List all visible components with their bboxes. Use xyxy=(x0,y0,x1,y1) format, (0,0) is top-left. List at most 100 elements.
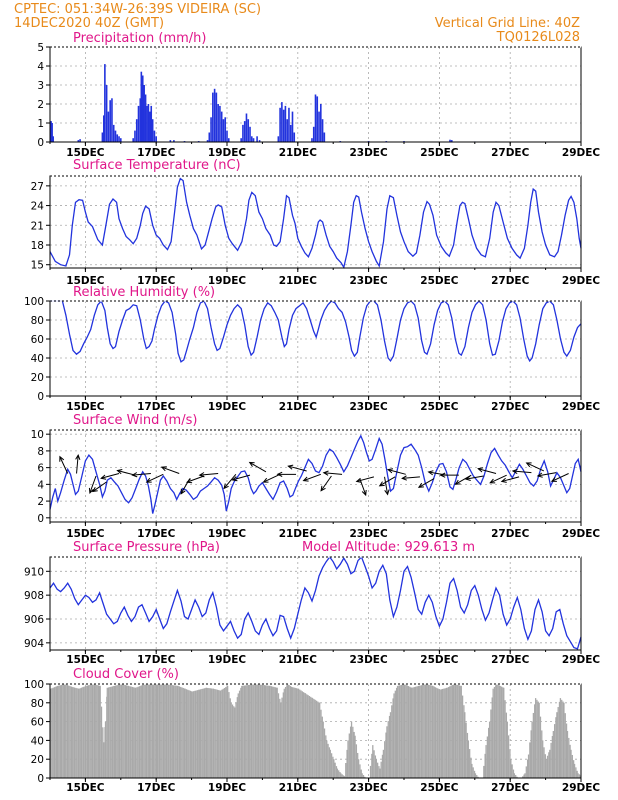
cloud-cover-bar xyxy=(218,690,220,778)
cloud-cover-bar xyxy=(194,690,196,778)
cloud-cover-bar xyxy=(230,702,232,778)
temperature-x-tick-label: 25DEC xyxy=(420,275,459,287)
cloud-cover-bar xyxy=(413,687,415,778)
cloud-cover-bar xyxy=(453,684,455,778)
cloud-cover-bar xyxy=(184,688,186,778)
precipitation-x-tick-label: 15DEC xyxy=(66,147,105,159)
cloud-cover-bar xyxy=(490,709,492,778)
cloud-cover-bar xyxy=(505,712,508,778)
cloud-cover-bar xyxy=(235,702,237,778)
wind-arrow-head xyxy=(322,470,329,476)
cloud-cover-bar xyxy=(199,689,202,778)
cloud-cover-bar xyxy=(466,732,469,778)
wind-arrow-shaft xyxy=(59,456,69,474)
cloud-cover-bar xyxy=(564,713,566,778)
wind-arrow-head xyxy=(500,477,507,483)
precipitation-title: Precipitation (mm/h) xyxy=(73,31,206,46)
cloud-cover-bar xyxy=(375,759,377,778)
cloud-cover-bar xyxy=(253,684,255,778)
station-label: CPTEC: 051:34W-26:39S VIDEIRA (SC) xyxy=(14,2,261,17)
precipitation-bar xyxy=(104,64,106,142)
cloud-cover-bar xyxy=(73,687,76,778)
wind-x-tick-label: 17DEC xyxy=(137,528,176,540)
cloud-cover-bar xyxy=(467,740,470,778)
cloud-cover-bar xyxy=(430,685,432,778)
cloud-cover-bar xyxy=(201,688,203,778)
cloud-cover-bar xyxy=(473,770,476,778)
cloud-cover-bar xyxy=(446,687,448,778)
cloud-cover-bar xyxy=(284,686,287,778)
precipitation-bar xyxy=(217,104,219,142)
cloud-cover-bar xyxy=(526,759,529,778)
temperature-x-tick-label: 29DEC xyxy=(562,275,601,287)
cloud-cover-bar xyxy=(178,686,181,778)
cloud-cover-bar xyxy=(62,684,64,778)
cloud-cover-bar xyxy=(133,687,135,778)
wind-x-tick-label: 15DEC xyxy=(66,528,105,540)
cloud-cover-bar xyxy=(280,702,282,778)
cloud-cover-bar xyxy=(457,685,459,778)
precipitation-bar xyxy=(226,130,228,142)
cloud-cover-bar xyxy=(210,688,213,778)
cloud-cover-bar xyxy=(68,685,70,778)
precipitation-bar xyxy=(146,105,148,142)
cloud-cover-bar xyxy=(140,685,142,778)
cloud-cover-bar xyxy=(345,763,347,778)
cloud-cover-bar xyxy=(393,693,395,778)
precipitation-bar xyxy=(245,113,248,142)
cloud-cover-bar xyxy=(72,687,74,778)
cloud-cover-bar xyxy=(389,712,392,778)
cloud-cover-bar xyxy=(262,684,264,778)
cloud-cover-bar xyxy=(215,689,217,778)
precipitation-bar xyxy=(143,85,145,142)
cloud-cover-bar xyxy=(289,686,292,778)
cloud-cover-bar xyxy=(78,688,80,778)
cloud-cover-bar xyxy=(440,689,442,778)
cloud-cover-bar xyxy=(376,762,379,778)
cloud-cover-bar xyxy=(103,742,105,778)
precipitation-bar xyxy=(286,119,288,142)
wind-arrow-head xyxy=(401,475,407,481)
cloud-cover-bar xyxy=(552,731,554,778)
cloud-cover-bar xyxy=(221,689,223,778)
cloud-cover-bar xyxy=(246,685,248,778)
precipitation-bar xyxy=(169,140,172,142)
cloud-cover-bar xyxy=(182,687,184,778)
cloud-cover-bar xyxy=(163,684,165,778)
cloud-cover-bar xyxy=(295,688,298,778)
cloud-cover-bar xyxy=(216,689,219,778)
cloud-cover-bar xyxy=(548,752,550,778)
cloud-cover-bar xyxy=(395,687,398,778)
cloud-cover-bar xyxy=(362,775,365,778)
cloud-cover-bar xyxy=(222,688,224,778)
cloud-cover-bar xyxy=(223,687,226,778)
cloud-cover-bar xyxy=(57,685,59,778)
cloud-cover-bar xyxy=(444,688,446,778)
cloud-cover-bar xyxy=(422,684,424,778)
cloud-cover-bar xyxy=(379,768,381,778)
cloud-cover-bar xyxy=(470,757,472,778)
precipitation-bar xyxy=(314,94,317,142)
cloud-cover-bar xyxy=(432,685,434,778)
wind-arrow-shaft xyxy=(478,468,497,474)
cloud-cover-bar xyxy=(288,685,290,778)
cloud-cover-bar xyxy=(334,762,336,778)
cloud-cover-bar xyxy=(539,716,542,778)
cloud-cover-bar xyxy=(465,722,467,778)
precipitation-bar xyxy=(215,92,218,142)
humidity-x-tick-label: 17DEC xyxy=(137,401,176,413)
cloud-cover-bar xyxy=(123,684,125,778)
precipitation-bar xyxy=(318,111,320,142)
cloud-cover-bar xyxy=(359,764,361,778)
cloud-cover-bar xyxy=(409,686,411,778)
cloud-cover-bar xyxy=(534,698,537,778)
wind-arrow-shaft xyxy=(186,475,205,483)
humidity-y-tick-label: 60 xyxy=(31,334,44,346)
precipitation-bar xyxy=(212,92,214,142)
cloud-cover-bar xyxy=(136,687,138,778)
cloud-cover-bar xyxy=(192,691,195,778)
cloud-cover-bar xyxy=(95,684,97,778)
cloud-cover-bar xyxy=(266,685,268,778)
wind-arrow-shaft xyxy=(76,455,79,474)
cloud-cover-bar xyxy=(90,684,92,778)
